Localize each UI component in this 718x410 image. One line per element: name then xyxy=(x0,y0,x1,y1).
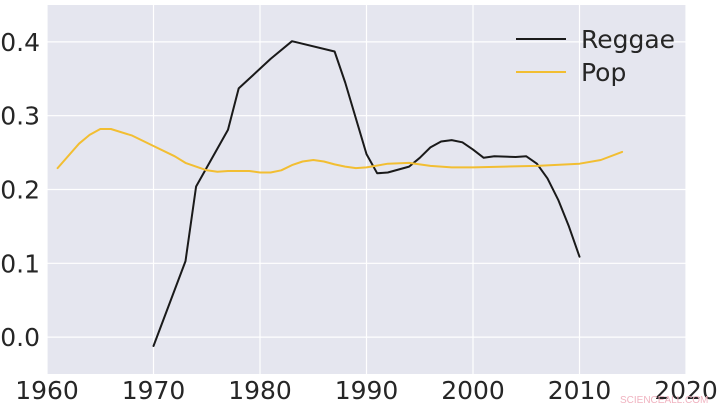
x-tick-label: 2000 xyxy=(441,376,505,405)
grid-lines xyxy=(46,5,687,374)
y-tick-label: 0.1 xyxy=(0,249,40,278)
series-lines xyxy=(56,40,624,347)
watermark-text: SCIENCEALL.COM xyxy=(620,395,708,406)
legend-label-pop: Pop xyxy=(581,58,626,87)
x-tick-label: 1960 xyxy=(15,376,79,405)
x-tick-label: 1980 xyxy=(228,376,292,405)
y-axis-tick-labels: 0.0 0.1 0.2 0.3 0.4 xyxy=(0,28,40,352)
y-tick-label: 0.2 xyxy=(0,176,40,205)
series-line-pop xyxy=(56,128,624,174)
series-line-reggae xyxy=(152,40,581,347)
y-tick-label: 0.3 xyxy=(0,102,40,131)
x-tick-label: 1990 xyxy=(335,376,399,405)
x-axis-tick-labels: 1960 1970 1980 1990 2000 2010 2020 xyxy=(15,376,718,405)
x-tick-label: 2020 xyxy=(654,376,718,405)
legend: Reggae Pop xyxy=(516,25,675,87)
x-tick-label: 2010 xyxy=(548,376,612,405)
legend-label-reggae: Reggae xyxy=(581,25,675,54)
y-tick-label: 0.4 xyxy=(0,28,40,57)
y-tick-label: 0.0 xyxy=(0,323,40,352)
x-tick-label: 1970 xyxy=(122,376,186,405)
